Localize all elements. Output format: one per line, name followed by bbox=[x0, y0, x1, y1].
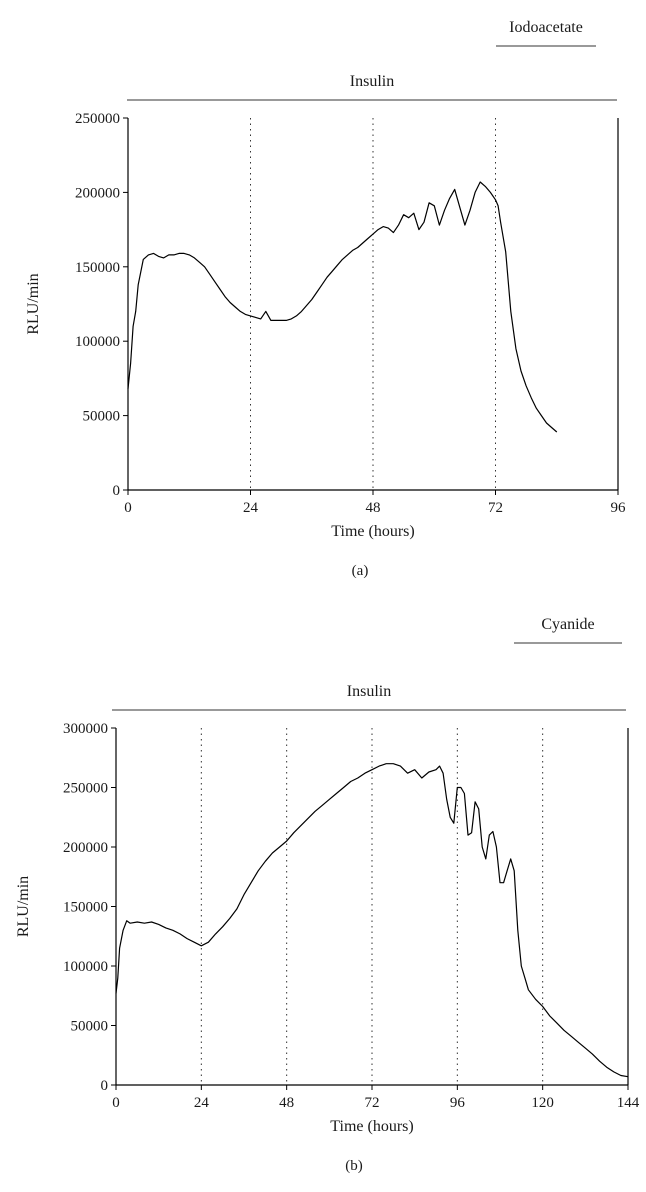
y-tick-label: 0 bbox=[113, 483, 121, 499]
x-tick-label: 24 bbox=[243, 500, 259, 516]
x-tick-label: 96 bbox=[450, 1095, 466, 1111]
series-line bbox=[127, 181, 558, 433]
treatment-label: Iodoacetate bbox=[509, 19, 583, 36]
x-tick-label: 24 bbox=[194, 1095, 210, 1111]
series-line bbox=[115, 763, 629, 1078]
x-tick-label: 0 bbox=[124, 500, 132, 516]
y-tick-label: 200000 bbox=[75, 185, 120, 201]
y-tick-label: 150000 bbox=[63, 900, 108, 916]
chart-panel-a: Insulin Iodoacetate 0 50000 100000 150000 2000… bbox=[25, 19, 626, 579]
x-tick-label: 48 bbox=[366, 500, 381, 516]
treatment-label: Insulin bbox=[347, 683, 391, 700]
y-tick-label: 0 bbox=[101, 1078, 109, 1094]
y-tick-label: 300000 bbox=[63, 721, 108, 737]
y-tick-label: 200000 bbox=[63, 840, 108, 856]
panel-label: (a) bbox=[352, 563, 369, 579]
y-tick-label: 100000 bbox=[63, 959, 108, 975]
x-axis-label: Time (hours) bbox=[331, 523, 414, 540]
y-tick-label: 250000 bbox=[63, 781, 108, 797]
y-tick-label: 50000 bbox=[71, 1019, 109, 1035]
x-tick-label: 120 bbox=[531, 1095, 554, 1111]
treatment-label: Cyanide bbox=[541, 616, 594, 633]
x-axis-label: Time (hours) bbox=[330, 1118, 413, 1135]
x-tick-label: 48 bbox=[279, 1095, 294, 1111]
x-tick-label: 0 bbox=[112, 1095, 120, 1111]
chart-panel-b: Insulin Cyanide 0 50000 100000 150000 200000 25… bbox=[15, 616, 640, 1174]
y-tick-label: 50000 bbox=[83, 409, 121, 425]
panel-label: (b) bbox=[345, 1158, 363, 1174]
x-tick-label: 144 bbox=[617, 1095, 640, 1111]
y-axis-label: RLU/min bbox=[15, 876, 32, 937]
treatment-label: Insulin bbox=[350, 73, 394, 90]
x-tick-label: 96 bbox=[611, 500, 627, 516]
x-tick-label: 72 bbox=[365, 1095, 380, 1111]
y-tick-label: 250000 bbox=[75, 111, 120, 127]
x-tick-label: 72 bbox=[488, 500, 503, 516]
y-axis-label: RLU/min bbox=[25, 273, 42, 334]
y-tick-label: 150000 bbox=[75, 260, 120, 276]
y-tick-label: 100000 bbox=[75, 334, 120, 350]
